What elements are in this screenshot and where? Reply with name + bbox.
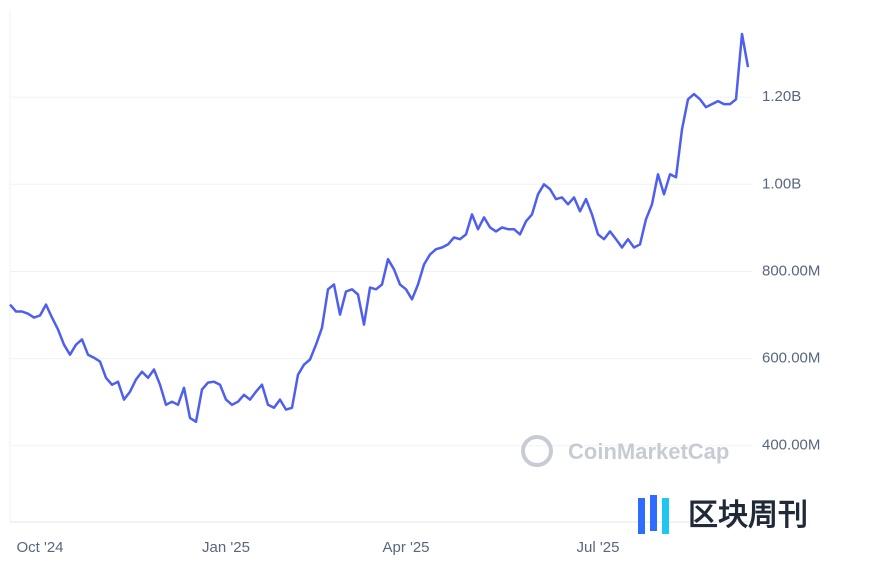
x-tick-label: Jul '25	[577, 539, 620, 556]
y-tick-label: 800.00M	[762, 262, 820, 279]
y-tick-label: 600.00M	[762, 350, 820, 367]
watermark-icon	[521, 435, 553, 467]
x-tick-label: Oct '24	[16, 539, 63, 556]
grid	[10, 96, 752, 447]
watermark: CoinMarketCap	[521, 435, 729, 467]
logo: 区块周刊	[638, 495, 808, 534]
y-tick-label: 400.00M	[762, 437, 820, 454]
y-tick-label: 1.00B	[762, 175, 801, 192]
x-tick-label: Apr '25	[382, 539, 429, 556]
watermark-text: CoinMarketCap	[568, 439, 729, 464]
logo-bar	[662, 498, 669, 534]
y-tick-label: 1.20B	[762, 88, 801, 105]
price-line	[9, 32, 750, 424]
logo-bar	[650, 495, 657, 531]
logo-bar	[638, 498, 645, 534]
x-tick-label: Jan '25	[202, 539, 250, 556]
logo-text: 区块周刊	[688, 499, 808, 532]
